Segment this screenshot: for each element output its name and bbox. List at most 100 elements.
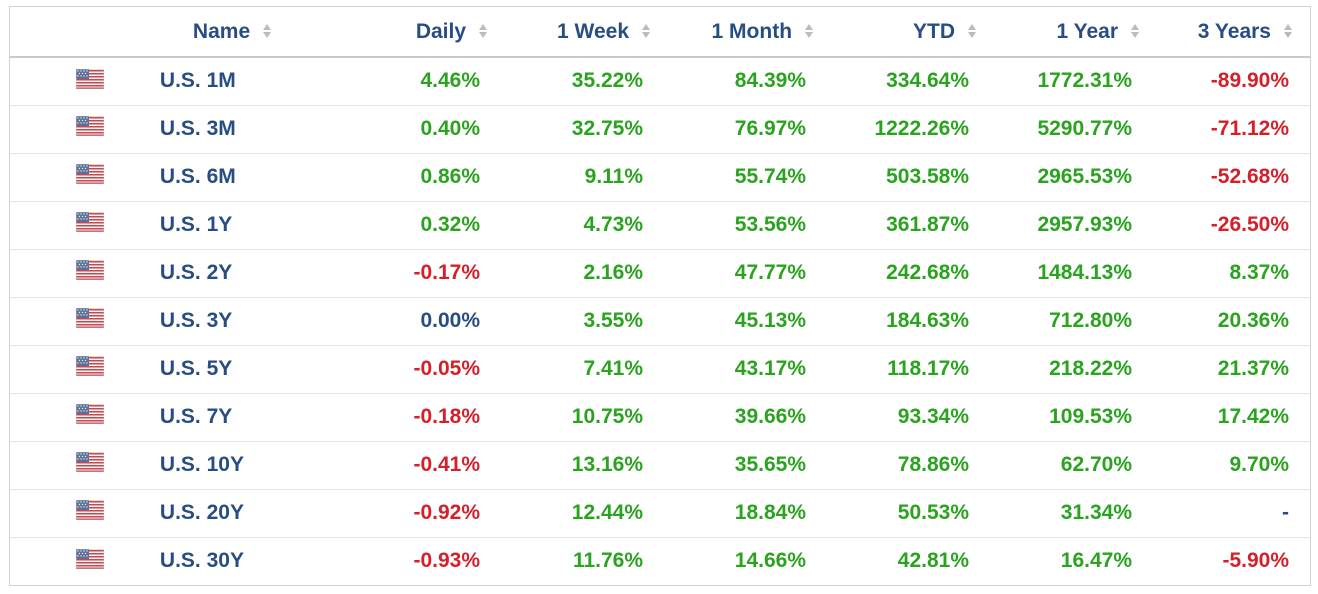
daily-change-cell: 0.32%: [420, 213, 481, 236]
daily-change-cell: -0.41%: [413, 453, 481, 476]
ytd-change-cell: 93.34%: [897, 405, 970, 428]
ytd-change-cell: 78.86%: [897, 453, 970, 476]
month-change-cell: 84.39%: [734, 69, 807, 93]
bond-name-link[interactable]: U.S. 20Y: [159, 501, 244, 524]
bond-name-link[interactable]: U.S. 1M: [159, 69, 236, 93]
table-row: U.S. 7Y -0.18% 10.75% 39.66% 93.34% 109.…: [10, 393, 1310, 441]
table-row: U.S. 1M 4.46% 35.22% 84.39% 334.64% 1772…: [10, 57, 1310, 105]
column-header-1-week[interactable]: 1 Week: [505, 7, 668, 57]
week-change-cell: 3.55%: [583, 309, 644, 332]
month-change-cell: 18.84%: [734, 501, 807, 524]
three-year-change-cell: -52.68%: [1210, 165, 1289, 188]
table-row: U.S. 2Y -0.17% 2.16% 47.77% 242.68% 1484…: [10, 249, 1310, 297]
week-change-cell: 2.16%: [583, 261, 644, 284]
daily-change-cell: -0.93%: [413, 549, 481, 573]
column-header-name[interactable]: Name: [160, 7, 342, 57]
flag-cell: [10, 297, 160, 345]
flag-cell: [10, 489, 160, 537]
ytd-change-cell: 184.63%: [886, 309, 970, 332]
bond-name-link[interactable]: U.S. 1Y: [159, 213, 233, 236]
bond-name-link[interactable]: U.S. 6M: [159, 165, 236, 188]
us-flag-icon: [76, 116, 104, 137]
column-header-1-year[interactable]: 1 Year: [994, 7, 1157, 57]
month-change-cell: 76.97%: [734, 117, 807, 140]
week-change-cell: 9.11%: [584, 165, 644, 188]
ytd-change-cell: 42.81%: [897, 549, 970, 573]
ytd-change-cell: 334.64%: [886, 69, 970, 93]
bond-name-link[interactable]: U.S. 2Y: [159, 261, 233, 284]
sort-icon[interactable]: [641, 22, 651, 40]
column-header-label: 1 Week: [557, 19, 630, 43]
us-flag-icon: [76, 164, 104, 185]
sort-icon[interactable]: [1130, 22, 1140, 40]
flag-cell: [10, 249, 160, 297]
column-header-daily[interactable]: Daily: [342, 7, 505, 57]
table-row: U.S. 6M 0.86% 9.11% 55.74% 503.58% 2965.…: [10, 153, 1310, 201]
three-year-change-cell: -26.50%: [1210, 213, 1289, 236]
column-header-label: Name: [192, 19, 251, 43]
sort-icon[interactable]: [262, 22, 272, 40]
ytd-change-cell: 503.58%: [886, 165, 970, 188]
flag-cell: [10, 345, 160, 393]
week-change-cell: 11.76%: [572, 549, 644, 573]
table-header: Name Daily 1 Week 1 Month YTD 1 Year 3 Y…: [10, 7, 1310, 57]
year-change-cell: 5290.77%: [1037, 117, 1133, 140]
daily-change-cell: -0.18%: [413, 405, 481, 428]
sort-icon[interactable]: [967, 22, 977, 40]
year-change-cell: 2965.53%: [1037, 165, 1133, 188]
month-change-cell: 39.66%: [734, 405, 807, 428]
ytd-change-cell: 1222.26%: [874, 117, 970, 140]
three-year-change-cell: -: [1282, 501, 1289, 524]
table-row: U.S. 10Y -0.41% 13.16% 35.65% 78.86% 62.…: [10, 441, 1310, 489]
year-change-cell: 712.80%: [1049, 309, 1133, 332]
column-header-1-month[interactable]: 1 Month: [668, 7, 831, 57]
daily-change-cell: 0.86%: [420, 165, 481, 188]
table-body: U.S. 1M 4.46% 35.22% 84.39% 334.64% 1772…: [10, 57, 1310, 585]
week-change-cell: 4.73%: [583, 213, 644, 236]
year-change-cell: 2957.93%: [1037, 213, 1133, 236]
three-year-change-cell: 21.37%: [1217, 357, 1289, 380]
bond-name-link[interactable]: U.S. 3Y: [159, 309, 233, 332]
bond-name-link[interactable]: U.S. 30Y: [159, 549, 244, 573]
flag-cell: [10, 441, 160, 489]
column-header-ytd[interactable]: YTD: [831, 7, 994, 57]
table-row: U.S. 1Y 0.32% 4.73% 53.56% 361.87% 2957.…: [10, 201, 1310, 249]
flag-cell: [10, 153, 160, 201]
sort-icon[interactable]: [804, 22, 814, 40]
table-row: U.S. 3Y 0.00% 3.55% 45.13% 184.63% 712.8…: [10, 297, 1310, 345]
week-change-cell: 7.41%: [583, 357, 644, 380]
performance-table: Name Daily 1 Week 1 Month YTD 1 Year 3 Y…: [10, 7, 1310, 585]
table-row: U.S. 20Y -0.92% 12.44% 18.84% 50.53% 31.…: [10, 489, 1310, 537]
week-change-cell: 13.16%: [571, 453, 644, 476]
year-change-cell: 62.70%: [1060, 453, 1133, 476]
ytd-change-cell: 118.17%: [887, 357, 970, 380]
week-change-cell: 32.75%: [571, 117, 644, 140]
ytd-change-cell: 242.68%: [886, 261, 970, 284]
bond-name-link[interactable]: U.S. 10Y: [159, 453, 244, 476]
daily-change-cell: 4.46%: [420, 69, 481, 93]
month-change-cell: 35.65%: [734, 453, 807, 476]
month-change-cell: 45.13%: [734, 309, 807, 332]
flag-cell: [10, 537, 160, 585]
flag-cell: [10, 105, 160, 153]
three-year-change-cell: -5.90%: [1222, 549, 1289, 573]
header-row: Name Daily 1 Week 1 Month YTD 1 Year 3 Y…: [10, 7, 1310, 57]
week-change-cell: 12.44%: [571, 501, 644, 524]
column-header-label: 3 Years: [1197, 19, 1271, 43]
us-flag-icon: [76, 68, 104, 89]
bond-name-link[interactable]: U.S. 7Y: [159, 405, 233, 428]
sort-icon[interactable]: [478, 22, 488, 40]
bond-name-link[interactable]: U.S. 5Y: [159, 357, 233, 380]
flag-cell: [10, 201, 160, 249]
us-flag-icon: [76, 212, 104, 233]
flag-cell: [10, 57, 160, 105]
us-flag-icon: [76, 356, 104, 377]
bond-performance-table: Name Daily 1 Week 1 Month YTD 1 Year 3 Y…: [9, 6, 1311, 586]
column-header-label: Daily: [415, 19, 467, 43]
table-row: U.S. 30Y -0.93% 11.76% 14.66% 42.81% 16.…: [10, 537, 1310, 585]
column-header-3-years[interactable]: 3 Years: [1157, 7, 1310, 57]
bond-name-link[interactable]: U.S. 3M: [159, 117, 236, 140]
year-change-cell: 218.22%: [1049, 357, 1133, 380]
us-flag-icon: [76, 308, 104, 329]
sort-icon[interactable]: [1283, 22, 1293, 40]
